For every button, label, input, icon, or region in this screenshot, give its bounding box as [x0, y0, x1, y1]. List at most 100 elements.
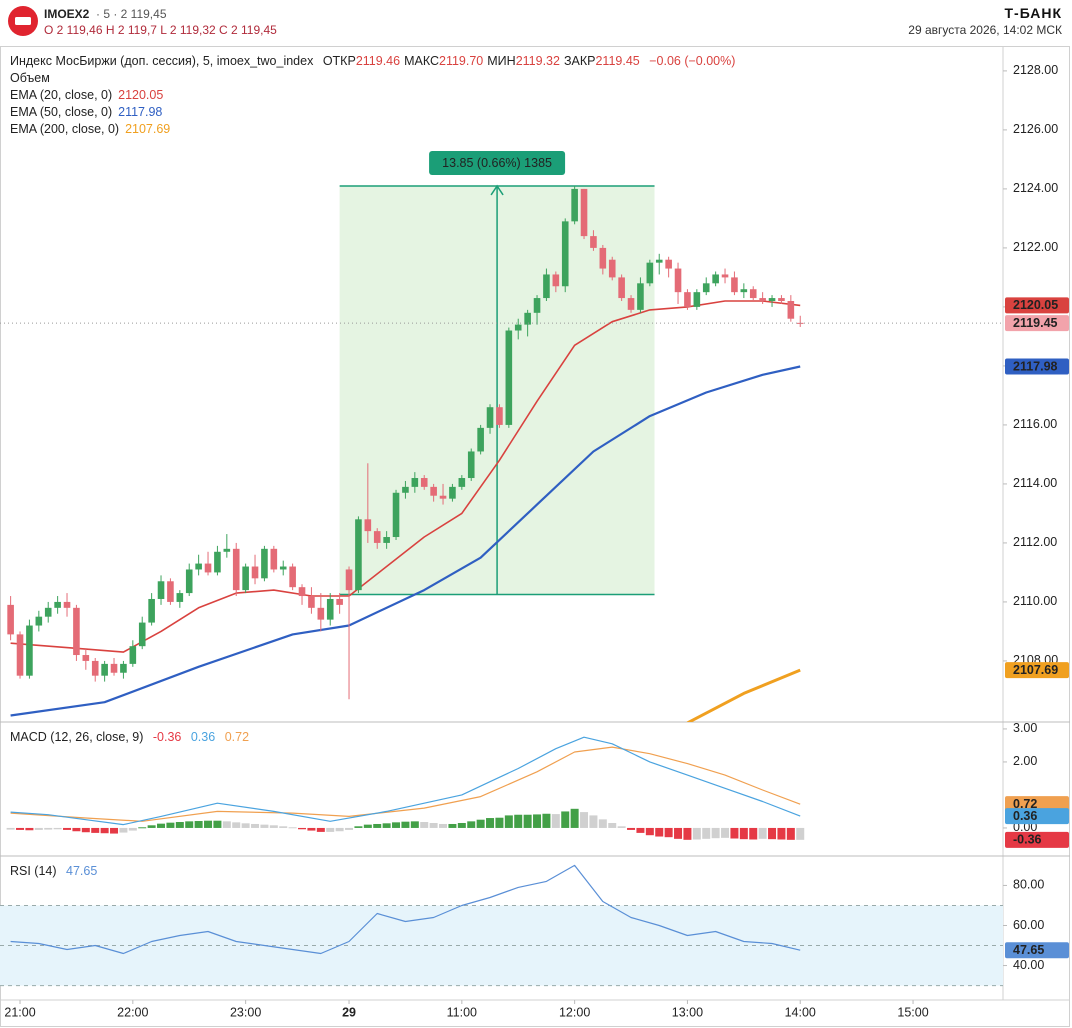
logo	[8, 6, 38, 36]
candle-body	[458, 478, 466, 487]
price-label: 0.72	[1013, 797, 1037, 811]
legend-value: 0.36	[190, 730, 216, 744]
candle-body	[571, 188, 578, 222]
y-tick-label: 80.00	[1013, 878, 1044, 892]
candle-body	[326, 598, 334, 620]
histogram-bar	[504, 815, 513, 828]
candle-body	[195, 563, 202, 570]
histogram-bar	[166, 822, 175, 828]
line	[686, 668, 801, 722]
legend-title: MACD (12, 26, close, 9)	[10, 730, 144, 744]
candle-body	[608, 259, 616, 278]
ohlc-value: 2119.70	[439, 54, 484, 68]
rsi-legend: RSI (14) 47.65	[10, 863, 97, 880]
histogram-bar	[589, 815, 598, 828]
histogram-bar	[110, 827, 119, 834]
y-tick-label: 2.00	[1013, 754, 1037, 768]
candle-body	[740, 289, 748, 293]
histogram-bar	[664, 827, 673, 838]
candle-body	[289, 566, 296, 588]
candle-body	[223, 548, 231, 552]
candle-body	[778, 298, 785, 302]
header-ohlc: O 2 119,46 H 2 119,7 L 2 119,32 C 2 119,…	[44, 23, 277, 37]
histogram-bar	[72, 827, 81, 832]
histogram-bar	[598, 819, 607, 828]
main-legend: Индекс МосБиржи (доп. сессия), 5, imoex_…	[10, 53, 735, 138]
line	[10, 300, 801, 653]
candle-body	[618, 277, 625, 299]
candle-body	[637, 283, 644, 310]
candle-body	[439, 495, 447, 499]
legend-row: EMA (20, close, 0) 2120.05	[10, 87, 735, 104]
histogram-bar	[185, 821, 194, 828]
candle-body	[702, 283, 710, 293]
histogram-bar	[382, 823, 391, 828]
candle-body	[712, 274, 719, 284]
ohlc-value: 2119.45	[595, 54, 640, 68]
price-label: -0.36	[1013, 833, 1042, 847]
histogram-bar	[486, 818, 495, 828]
price-label: 2117.98	[1013, 359, 1058, 373]
histogram-bar	[467, 821, 476, 828]
candle-body	[514, 324, 522, 331]
histogram-bar	[241, 823, 250, 828]
histogram-bar	[777, 827, 786, 840]
price-label-box	[1005, 662, 1069, 679]
legend-value: 0.72	[224, 730, 250, 744]
candle-body	[279, 566, 287, 570]
histogram-bar	[786, 827, 795, 840]
histogram-bar	[476, 819, 485, 828]
candle-body	[383, 537, 390, 543]
symbol-meta: · 5 · 2 119,45	[96, 7, 167, 21]
x-tick-label: 22:00	[117, 1005, 148, 1019]
histogram-bar	[119, 827, 128, 833]
histogram-bar	[439, 823, 448, 828]
candle-body	[35, 616, 43, 626]
legend-name: EMA (50, close, 0)	[10, 105, 113, 119]
histogram-bar	[645, 827, 654, 836]
candle-body	[110, 663, 118, 673]
candle-body	[242, 566, 249, 591]
line	[10, 365, 801, 717]
macd-legend: MACD (12, 26, close, 9) -0.36 0.36 0.72	[10, 729, 249, 746]
histogram-bar	[25, 827, 34, 831]
line	[10, 746, 801, 822]
legend-title: Индекс МосБиржи (доп. сессия), 5, imoex_…	[10, 54, 314, 68]
candle-body	[580, 188, 588, 237]
candle-body	[73, 607, 80, 656]
legend-value: 2117.98	[118, 105, 163, 119]
histogram-bar	[721, 827, 730, 838]
histogram-bar	[269, 825, 278, 828]
histogram-bar	[580, 812, 589, 828]
histogram-bar	[34, 827, 43, 830]
candle-body	[101, 663, 108, 676]
line	[10, 864, 801, 955]
y-tick-label: 2128.00	[1013, 63, 1058, 77]
candle-body	[655, 259, 663, 263]
histogram-bar	[53, 827, 62, 830]
candle-body	[336, 598, 343, 605]
ohlc-legend: ОТКР2119.46 МАКС2119.70 МИН2119.32 ЗАКР2119…	[317, 54, 640, 68]
candle-body	[26, 625, 33, 676]
candle-body	[646, 262, 654, 284]
histogram-bar	[542, 813, 551, 828]
top-bar: IMOEX2 · 5 · 2 119,45 O 2 119,46 H 2 119…	[0, 0, 1072, 44]
histogram-bar	[683, 827, 692, 840]
y-tick-label: 2122.00	[1013, 240, 1058, 254]
candle-body	[345, 569, 353, 591]
histogram-bar	[627, 827, 636, 830]
histogram-bar	[551, 814, 560, 828]
candle-body	[402, 486, 409, 493]
histogram-bar	[232, 822, 241, 828]
histogram-bar	[138, 827, 147, 829]
candle-body	[674, 268, 682, 293]
candle-body	[420, 478, 428, 487]
candle-body	[486, 407, 494, 428]
candle-body	[129, 646, 137, 664]
histogram-bar	[345, 827, 354, 830]
price-label: 2120.05	[1013, 298, 1058, 312]
legend-change: −0.06 (−0.00%)	[649, 54, 736, 68]
histogram-bar	[533, 814, 542, 828]
y-tick-label: 2110.00	[1013, 594, 1057, 608]
